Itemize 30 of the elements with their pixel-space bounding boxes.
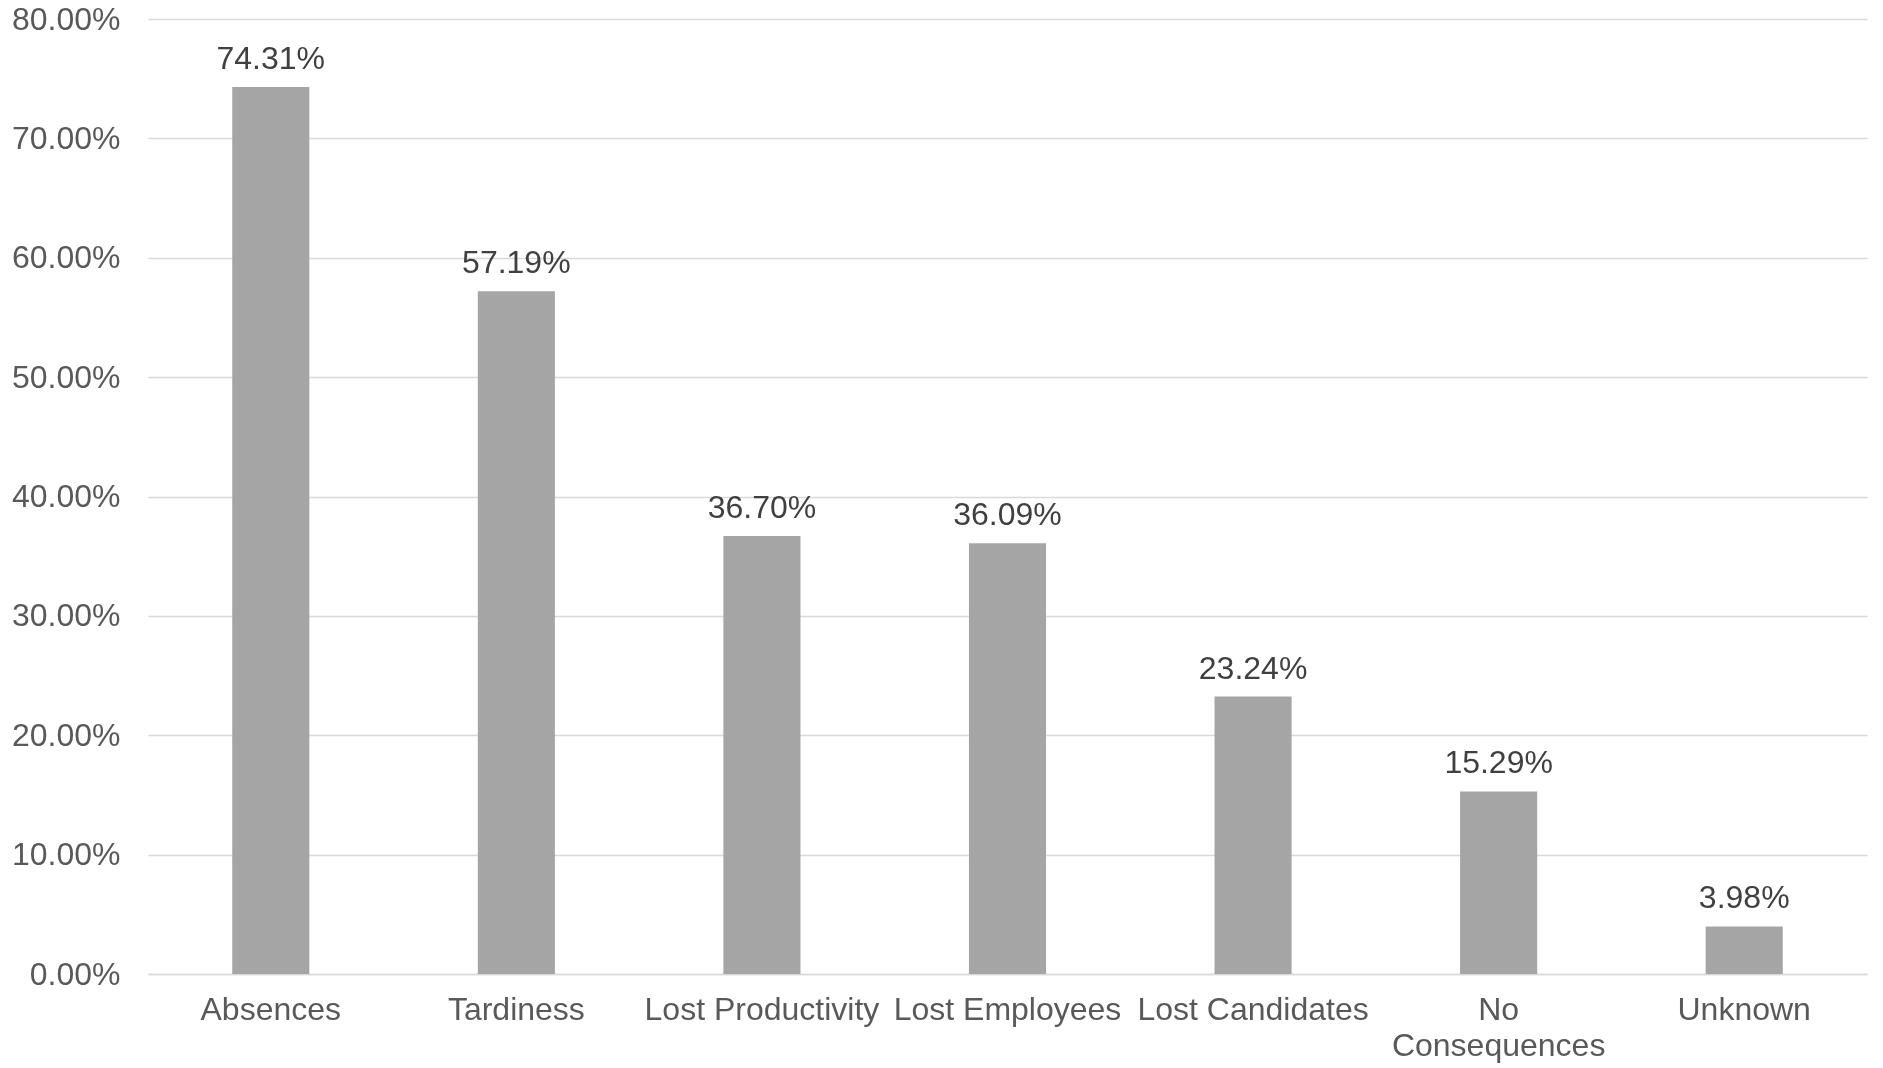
y-tick-label: 20.00%: [11, 716, 121, 753]
y-tick-label: 40.00%: [11, 478, 121, 514]
y-tick-label: 50.00%: [11, 358, 121, 395]
y-tick-label: 0.00%: [29, 955, 121, 992]
data-label: 57.19%: [462, 244, 571, 281]
bar: [1460, 791, 1538, 974]
bar: [968, 543, 1047, 974]
bar: [723, 535, 801, 974]
x-tick-label: Unknown: [1677, 990, 1811, 1027]
y-tick-label: 30.00%: [11, 597, 121, 634]
bar: [477, 291, 555, 974]
y-tick-label: 80.00%: [11, 0, 121, 37]
y-tick-label: 60.00%: [11, 239, 121, 276]
x-tick-label: Lost Productivity: [644, 990, 880, 1027]
data-label: 36.09%: [953, 496, 1062, 533]
x-tick-label: Lost Employees: [893, 990, 1122, 1027]
bar: [1214, 696, 1292, 974]
x-tick-label: Lost Candidates: [1137, 990, 1369, 1027]
data-label: 3.98%: [1698, 879, 1790, 916]
bar: [232, 86, 310, 974]
data-label: 23.24%: [1198, 649, 1308, 686]
y-tick-label: 70.00%: [11, 119, 121, 156]
data-label: 74.31%: [216, 39, 326, 76]
x-tick-label: No Consequences: [1391, 990, 1606, 1063]
bar: [1705, 926, 1783, 974]
data-label: 15.29%: [1444, 744, 1553, 781]
y-tick-label: 10.00%: [11, 836, 121, 873]
x-tick-label: Tardiness: [447, 990, 585, 1027]
data-label: 36.70%: [707, 488, 817, 525]
x-tick-label: Absences: [200, 990, 342, 1027]
